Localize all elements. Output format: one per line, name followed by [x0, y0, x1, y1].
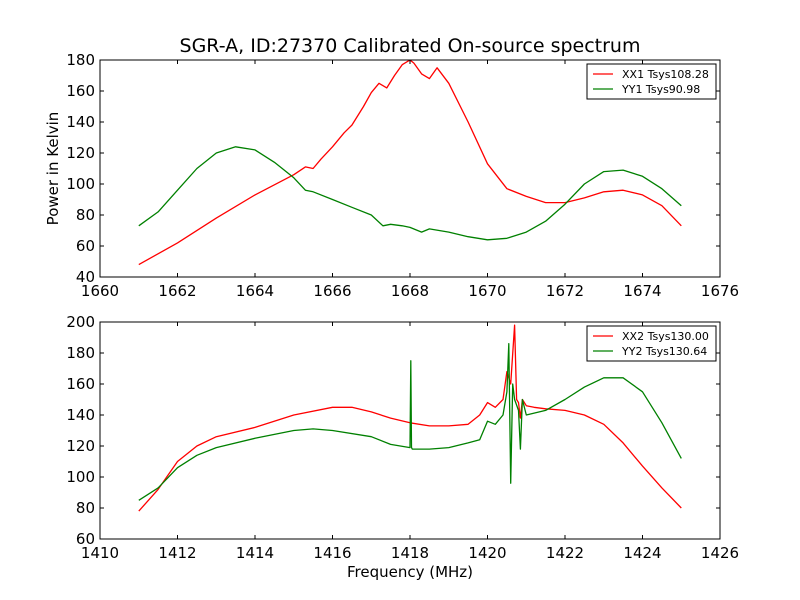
- bottom-x-tick-label: 1412: [158, 544, 196, 562]
- bottom-y-tick-label: 200: [66, 313, 95, 331]
- bottom-y-tick-label: 60: [76, 530, 95, 548]
- bottom-x-tick-label: 1416: [313, 544, 351, 562]
- bottom-legend: XX2 Tsys130.00 YY2 Tsys130.64: [586, 325, 717, 362]
- bottom-legend-box: [586, 325, 717, 362]
- bottom-y-tick-label: 80: [76, 499, 95, 517]
- top-legend-box: [586, 63, 717, 100]
- top-x-tick-label: 1666: [313, 282, 351, 300]
- top-x-tick-label: 1660: [81, 282, 119, 300]
- top-x-tick-label: 1668: [391, 282, 429, 300]
- top-y-tick-label: 100: [66, 175, 95, 193]
- bottom-y-tick-label: 120: [66, 437, 95, 455]
- top-axes: Power in Kelvin 1660 1662 1664 1666 1668 1670…: [44, 51, 739, 300]
- bottom-x-tick-label: 1410: [81, 544, 119, 562]
- bottom-x-tick-label: 1424: [623, 544, 661, 562]
- top-x-tick-label: 1662: [158, 282, 196, 300]
- top-legend-label-1: XX1 Tsys108.28: [622, 68, 709, 81]
- chart-title: SGR-A, ID:27370 Calibrated On-source spe…: [180, 35, 641, 57]
- bottom-y-tick-label: 160: [66, 375, 95, 393]
- top-y-tick-label: 60: [76, 237, 95, 255]
- bottom-y-tick-label: 180: [66, 344, 95, 362]
- top-series-line-2: [138, 146, 682, 241]
- bottom-x-tick-label: 1418: [391, 544, 429, 562]
- bottom-x-tick-label: 1422: [546, 544, 584, 562]
- top-x-tick-label: 1670: [468, 282, 506, 300]
- top-y-tick-label: 180: [66, 51, 95, 69]
- top-y-tick-label: 160: [66, 82, 95, 100]
- top-y-tick-label: 120: [66, 144, 95, 162]
- bottom-legend-label-1: XX2 Tsys130.00: [622, 330, 709, 343]
- bottom-x-tick-label: 1414: [236, 544, 274, 562]
- top-y-tick-label: 140: [66, 113, 95, 131]
- bottom-x-axis-label: Frequency (MHz): [347, 563, 473, 581]
- top-y-axis-label: Power in Kelvin: [44, 112, 62, 226]
- bottom-y-tick-label: 100: [66, 468, 95, 486]
- bottom-y-tick-label: 140: [66, 406, 95, 424]
- top-x-tick-label: 1672: [546, 282, 584, 300]
- top-x-tick-label: 1664: [236, 282, 274, 300]
- bottom-x-tick-label: 1420: [468, 544, 506, 562]
- bottom-x-tick-label: 1426: [701, 544, 739, 562]
- top-legend-label-2: YY1 Tsys90.98: [621, 83, 700, 96]
- bottom-axes: Frequency (MHz) 1410 1412 1414 1416 1418 1420…: [66, 313, 739, 581]
- bottom-series-line-1: [138, 324, 682, 512]
- top-x-tick-label: 1676: [701, 282, 739, 300]
- bottom-legend-label-2: YY2 Tsys130.64: [621, 345, 707, 358]
- top-x-tick-label: 1674: [623, 282, 661, 300]
- bottom-series-line-2: [138, 343, 682, 501]
- top-y-tick-label: 40: [76, 268, 95, 286]
- top-y-tick-label: 80: [76, 206, 95, 224]
- top-series-line-1: [138, 60, 682, 266]
- top-legend: XX1 Tsys108.28 YY1 Tsys90.98: [586, 63, 717, 100]
